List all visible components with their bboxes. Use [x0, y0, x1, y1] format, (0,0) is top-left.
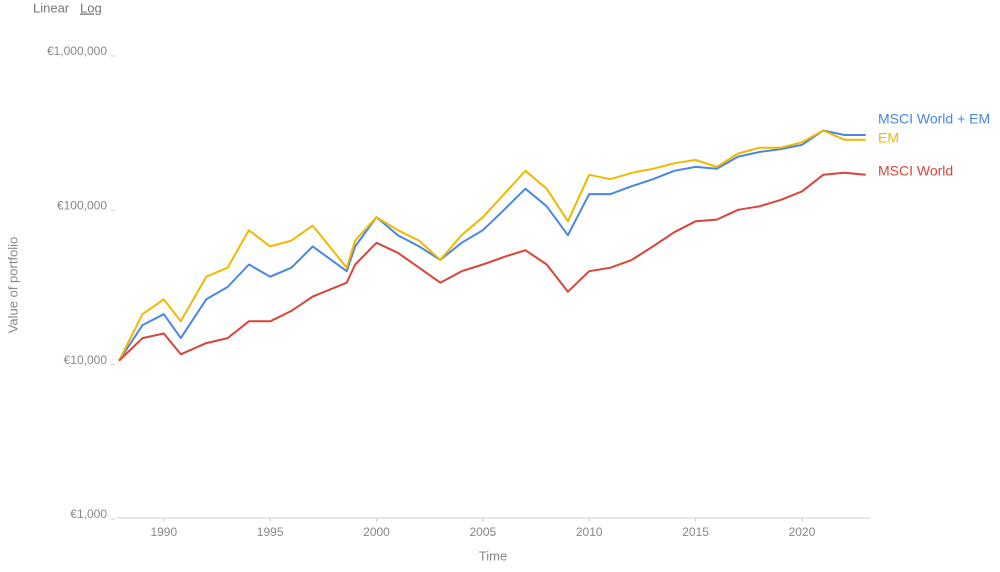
series-label: MSCI World	[878, 163, 953, 179]
x-axis-label: Time	[479, 548, 507, 563]
x-tick-label: 2020	[789, 525, 816, 539]
x-tick-label: 1995	[257, 525, 284, 539]
x-tick-label: 2015	[682, 525, 709, 539]
y-tick-label: €10,000	[64, 353, 108, 367]
series-line	[118, 171, 866, 362]
y-tick-label: €100,000	[57, 199, 107, 213]
y-axis-label: Value of portfolio	[5, 237, 20, 334]
linear-button[interactable]: Linear	[33, 0, 70, 15]
series-line	[118, 129, 866, 362]
x-tick-label: 2000	[363, 525, 390, 539]
log-button[interactable]: Log	[80, 0, 102, 15]
y-tick-label: €1,000	[70, 507, 107, 521]
y-tick-label: €1,000,000	[47, 44, 107, 58]
series-label: EM	[878, 130, 899, 146]
series-line	[118, 129, 866, 362]
x-tick-label: 2005	[470, 525, 497, 539]
x-tick-label: 2010	[576, 525, 603, 539]
x-tick-label: 1990	[150, 525, 177, 539]
series-label: MSCI World + EM	[878, 111, 990, 127]
